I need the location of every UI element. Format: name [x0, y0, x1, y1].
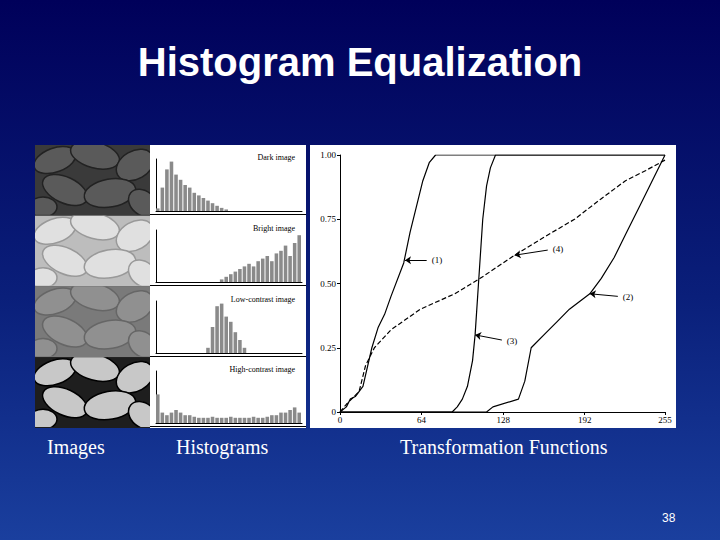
- svg-text:(3): (3): [507, 336, 518, 346]
- svg-text:0.75: 0.75: [320, 214, 336, 224]
- svg-text:0: 0: [338, 415, 343, 425]
- html-text:Images: Images: [47, 436, 105, 458]
- svg-text:128: 128: [496, 415, 510, 425]
- svg-text:0.25: 0.25: [320, 343, 336, 353]
- html-text:Transformation Functions: Transformation Functions: [400, 436, 608, 458]
- svg-text:255: 255: [658, 415, 672, 425]
- svg-text:(1): (1): [432, 255, 443, 265]
- html-text:Histogram Equalization: Histogram Equalization: [137, 40, 583, 84]
- svg-text:Bright image: Bright image: [253, 223, 295, 232]
- svg-text:192: 192: [578, 415, 592, 425]
- svg-text:(2): (2): [623, 292, 634, 302]
- svg-text:Low-contrast image: Low-contrast image: [231, 294, 296, 303]
- svg-text:64: 64: [417, 415, 427, 425]
- html-text:38: 38: [662, 511, 676, 525]
- svg-text:0.50: 0.50: [320, 279, 336, 289]
- svg-text:1.00: 1.00: [320, 150, 336, 160]
- svg-text:High-contrast image: High-contrast image: [229, 365, 295, 374]
- svg-text:Dark image: Dark image: [257, 153, 295, 162]
- html-text:Histograms: Histograms: [176, 436, 269, 458]
- svg-text:0: 0: [332, 407, 337, 417]
- svg-text:(4): (4): [553, 244, 564, 254]
